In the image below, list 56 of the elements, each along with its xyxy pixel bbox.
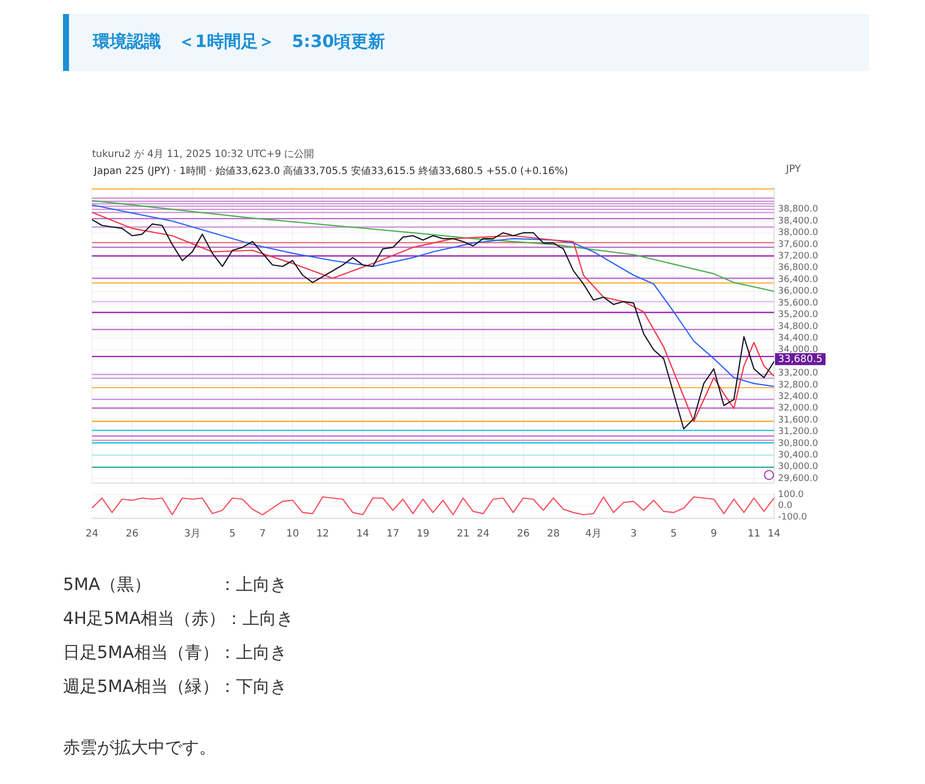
y-tick-label: 34,400.0 — [778, 333, 818, 344]
x-tick-label: 17 — [386, 528, 400, 540]
x-tick-label: 14 — [356, 528, 370, 540]
x-tick-label: 4月 — [585, 528, 602, 540]
y-tick-label: 100.0 — [778, 490, 804, 500]
text: 4H足5MA相当（赤）：上向き — [63, 608, 294, 631]
x-tick-label: 5 — [229, 528, 236, 540]
x-tick-label: 3月 — [184, 528, 200, 540]
y-tick-label: 32,400.0 — [778, 392, 818, 402]
y-tick-label: 31,200.0 — [778, 427, 818, 438]
y-tick-label: 31,600.0 — [778, 415, 818, 426]
y-tick-label: 38,800.0 — [778, 204, 818, 215]
text: tukuru2 が 4月 11, 2025 10:32 UTC+9 に公開 — [92, 148, 314, 161]
chart-subtitle: Japan 225 (JPY) · 1時間 · 始値33,623.0 高値33,705.5 安値33,615.5 終値33,680.5 +55.0 (+0.16%) — [94, 164, 568, 178]
y-tick-label: 34,800.0 — [778, 322, 818, 332]
y-tick-label: 30,000.0 — [778, 462, 818, 472]
y-tick-label: 36,000.0 — [778, 286, 818, 297]
text: 赤雲が拡大中です。 — [63, 737, 217, 760]
x-tick-label: 7 — [259, 528, 266, 540]
y-tick-label: 38,000.0 — [778, 228, 818, 238]
x-tick-label: 26 — [516, 528, 530, 540]
x-tick-label: 10 — [286, 528, 299, 540]
y-tick-label: 30,400.0 — [778, 450, 818, 461]
text: 5MA（黒） ：上向き — [63, 574, 288, 597]
y-tick-label: 37,600.0 — [778, 240, 818, 250]
x-tick-label: 9 — [710, 528, 718, 540]
text: 週足5MA相当（緑）：下向き — [63, 676, 288, 699]
y-tick-label: 35,200.0 — [778, 310, 818, 320]
y-tick-label: 35,600.0 — [778, 298, 818, 308]
y-tick-label: 36,800.0 — [778, 263, 818, 274]
y-tick-label: -100.0 — [778, 512, 808, 522]
x-tick-label: 26 — [126, 528, 138, 540]
y-tick-label: 36,400.0 — [778, 274, 818, 285]
x-tick-label: 11 — [748, 528, 760, 540]
y-tick-label: 38,400.0 — [778, 216, 818, 226]
y-tick-label: 37,200.0 — [778, 252, 818, 262]
x-tick-label: 5 — [670, 528, 677, 540]
text: 日足5MA相当（青）：上向き — [63, 642, 288, 665]
x-tick-label: 24 — [476, 528, 490, 540]
x-tick-label: 24 — [86, 528, 98, 540]
y-tick-label: 0.0 — [778, 501, 793, 512]
y-tick-label: 30,800.0 — [778, 438, 818, 449]
x-tick-label: 14 — [768, 528, 780, 540]
y-axis-title: JPY — [786, 164, 801, 175]
x-tick-label: 21 — [456, 528, 470, 540]
y-tick-label: 33,200.0 — [778, 368, 818, 379]
ref-line-label: 33,680.5 — [778, 354, 823, 365]
y-tick-label: 29,600.0 — [778, 474, 818, 484]
x-tick-label: 12 — [316, 528, 330, 540]
chart-title: 環境認識 ＜1時間足＞ 5:30頃更新 — [63, 14, 869, 71]
y-tick-label: 32,000.0 — [778, 404, 818, 414]
y-tick-label: 32,800.0 — [778, 380, 818, 390]
x-tick-label: 3 — [630, 528, 637, 540]
y-tick-label: 34,000.0 — [778, 345, 818, 356]
x-tick-label: 28 — [546, 528, 560, 540]
x-tick-label: 19 — [416, 528, 430, 540]
